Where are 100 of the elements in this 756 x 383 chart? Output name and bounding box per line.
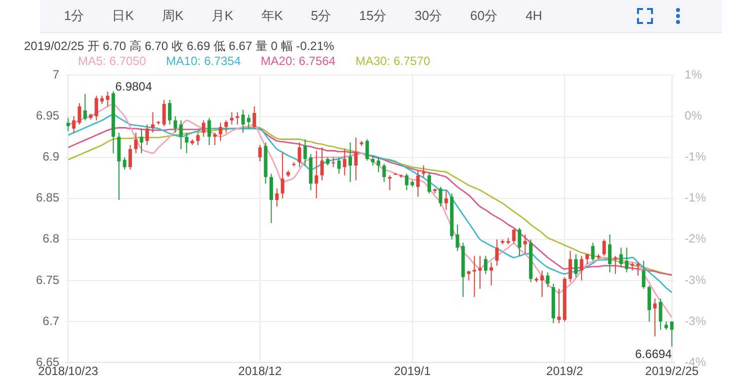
candlestick <box>280 152 284 199</box>
y2-tick-label: 1% <box>684 68 702 82</box>
candlestick <box>371 155 375 166</box>
text: 5分 <box>310 7 332 25</box>
y2-tick-label: -3% <box>684 272 706 287</box>
y-tick-label: 6.85 <box>36 190 60 205</box>
candlestick <box>224 120 228 134</box>
x-tick-label: 2018/12 <box>238 364 282 378</box>
candlestick <box>241 109 245 134</box>
candlestick <box>624 247 628 273</box>
text: MA5: 6.7050 <box>78 54 146 68</box>
candlestick <box>490 262 494 286</box>
candlestick <box>270 173 274 224</box>
text: 周K <box>160 7 185 25</box>
candlestick <box>614 255 618 274</box>
text: 月K <box>210 7 234 25</box>
candlestick <box>619 247 623 268</box>
candlestick <box>184 132 188 154</box>
candlestick <box>128 144 132 170</box>
candlestick <box>66 117 70 132</box>
candlestick <box>427 172 431 194</box>
y2-tick-label: -2% <box>684 232 706 246</box>
candlestick <box>122 156 126 170</box>
candlestick <box>83 94 87 121</box>
y2-tick-label: 0% <box>684 108 702 123</box>
candlestick <box>218 122 222 142</box>
candlestick <box>580 255 584 281</box>
y-tick-label: 6.95 <box>36 108 60 123</box>
candlestick <box>202 120 206 138</box>
candlestick <box>320 146 324 181</box>
candlestick <box>585 254 589 265</box>
candlestick <box>484 255 488 274</box>
candlestick <box>523 234 527 255</box>
y-tick-label: 6.75 <box>36 272 60 287</box>
candlestick <box>94 95 98 121</box>
candlestick <box>252 106 256 130</box>
candlestick <box>213 132 217 146</box>
candlestick <box>140 128 144 154</box>
candlestick <box>608 234 612 273</box>
candlestick <box>72 116 76 134</box>
candlestick <box>342 148 346 176</box>
candlestick <box>314 150 318 199</box>
annotation: 6.6694 <box>635 346 672 361</box>
candlestick <box>388 174 392 191</box>
candlestick <box>207 117 211 146</box>
y-tick-label: 6.8 <box>42 232 60 246</box>
candlestick <box>540 270 544 298</box>
candlestick <box>416 170 420 198</box>
candlestick <box>495 238 499 266</box>
y2-tick-label: -1% <box>684 150 706 164</box>
text: 1分 <box>63 7 86 25</box>
y-tick-label: 6.9 <box>42 150 60 164</box>
candlestick <box>444 190 448 210</box>
text: MA30: 6.7570 <box>355 54 430 68</box>
candlestick <box>258 144 262 162</box>
candlestick <box>422 165 426 178</box>
text: 年K <box>260 7 284 25</box>
candlestick <box>236 112 240 125</box>
candlestick <box>472 255 476 298</box>
text: 30分 <box>414 7 444 25</box>
candlestick <box>653 298 657 337</box>
candlestick <box>658 298 662 330</box>
candlestick <box>134 132 138 154</box>
candlestick <box>591 242 595 262</box>
x-tick-label: 2019/1 <box>394 364 431 378</box>
candlestick <box>546 272 550 288</box>
candlestick <box>478 255 482 290</box>
candlestick <box>145 124 149 146</box>
candlestick <box>246 114 250 130</box>
y-tick-label: 7 <box>52 68 60 82</box>
candlestick <box>466 270 470 281</box>
candlestick <box>168 99 172 125</box>
candlestick <box>512 229 516 244</box>
candlestick <box>404 173 408 191</box>
text: MA20: 6.7564 <box>260 54 336 68</box>
candlestick <box>382 163 386 182</box>
candlestick <box>670 321 674 348</box>
x-tick-label: 2019/2 <box>546 364 584 378</box>
line-series <box>67 114 673 294</box>
candlestick <box>574 254 578 278</box>
y2-tick-label: -3% <box>684 314 706 328</box>
candlestick <box>196 132 200 146</box>
text: 15分 <box>358 7 388 25</box>
y2-tick-label: -1% <box>684 190 706 205</box>
candlestick <box>275 188 279 208</box>
candlestick <box>648 284 652 322</box>
candlestick <box>354 137 358 181</box>
candlestick <box>106 91 110 107</box>
candlestick <box>174 116 178 134</box>
candlestick <box>348 142 352 182</box>
candlestick <box>230 112 234 125</box>
candlestick <box>456 224 460 252</box>
candlestick <box>337 156 341 174</box>
annotation: 6.9804 <box>115 80 152 94</box>
text: 60分 <box>469 7 499 25</box>
candlestick <box>151 112 155 134</box>
candlestick <box>636 262 640 276</box>
candlestick <box>518 227 522 256</box>
candlestick <box>568 250 572 283</box>
candlestick <box>303 138 307 166</box>
